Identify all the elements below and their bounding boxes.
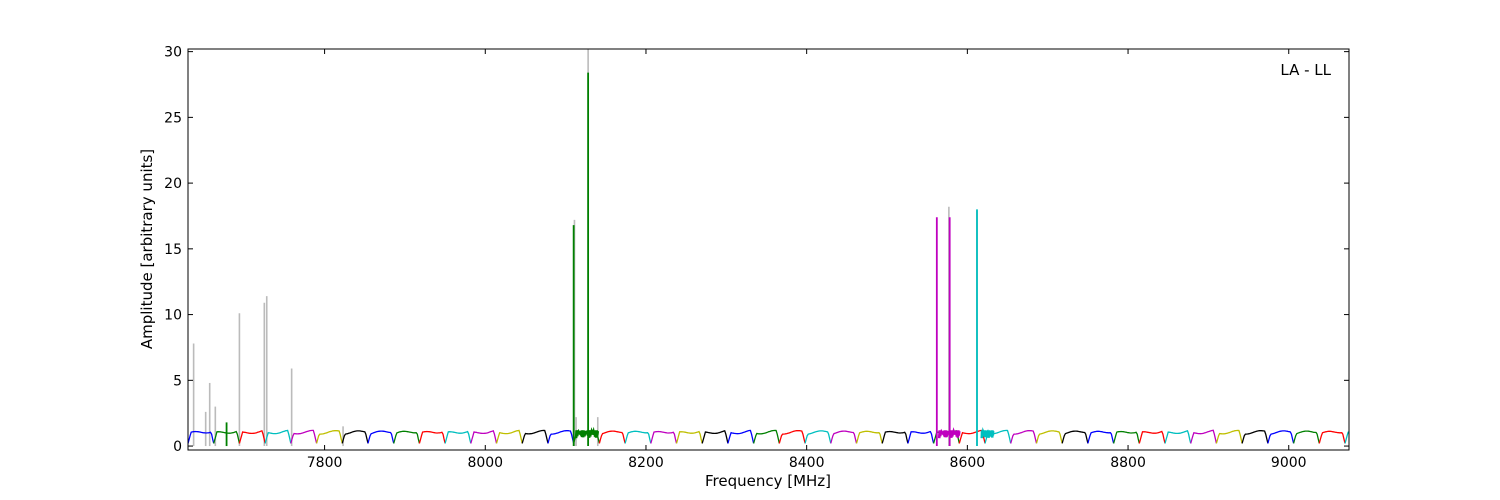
- channel-9: [393, 430, 421, 444]
- channel-23: [752, 429, 780, 444]
- channel-42: [1241, 430, 1269, 444]
- channel-5: [290, 429, 318, 444]
- y-tick-label: 5: [173, 373, 182, 389]
- y-tick-label: 15: [164, 242, 182, 258]
- x-tick-label: 7800: [307, 455, 343, 471]
- channel-7: [341, 430, 369, 444]
- channel-28: [881, 430, 909, 444]
- channel-39: [1164, 430, 1192, 444]
- y-tick-label: 20: [164, 176, 182, 192]
- x-tick-label: 9000: [1271, 455, 1307, 471]
- x-tick-label: 8800: [1110, 455, 1146, 471]
- channel-33: [1010, 430, 1038, 444]
- channel-20: [675, 430, 703, 444]
- x-axis-label: Frequency [MHz]: [705, 472, 831, 490]
- channel-11: [444, 430, 472, 444]
- y-tick-label: 0: [173, 439, 182, 455]
- channel-45: [1318, 430, 1346, 444]
- spike-cluster: [980, 426, 995, 439]
- y-tick-label: 25: [164, 110, 182, 126]
- channel-10: [418, 430, 446, 444]
- plot-data: [188, 49, 1349, 447]
- channel-12: [470, 429, 498, 444]
- channel-17: [598, 430, 626, 444]
- channel-6: [315, 429, 343, 444]
- channel-18: [624, 430, 652, 444]
- channel-21: [701, 430, 729, 444]
- channel-41: [1215, 429, 1243, 444]
- channel-36: [1087, 430, 1115, 444]
- channel-31: [958, 429, 986, 444]
- channel-40: [1190, 429, 1218, 444]
- x-tick-label: 8000: [467, 455, 503, 471]
- channel-15: [547, 430, 575, 444]
- channel-1: [188, 430, 215, 444]
- channel-25: [804, 430, 832, 444]
- channel-8: [367, 430, 395, 444]
- channel-34: [1035, 430, 1063, 444]
- y-axis-label: Amplitude [arbitrary units]: [138, 149, 156, 349]
- channel-4: [264, 429, 292, 444]
- channel-43: [1267, 430, 1295, 444]
- baseline-annotation: LA - LL: [1280, 61, 1331, 79]
- channel-44: [1292, 430, 1320, 444]
- y-tick-label: 30: [164, 45, 182, 61]
- x-tick-label: 8200: [628, 455, 664, 471]
- channel-14: [521, 429, 549, 444]
- channel-19: [650, 430, 678, 444]
- x-tick-label: 8400: [789, 455, 825, 471]
- channel-29: [907, 430, 935, 444]
- spike-cluster: [574, 426, 600, 439]
- channel-38: [1138, 430, 1166, 444]
- plot-frame: [187, 48, 1350, 451]
- channel-13: [495, 429, 523, 444]
- channel-35: [1061, 430, 1089, 444]
- channel-26: [830, 430, 858, 444]
- channel-22: [727, 429, 755, 444]
- channel-27: [855, 430, 883, 444]
- y-tick-label: 10: [164, 308, 182, 324]
- ticks-and-labels: 7800 8000 8200 8400 8600 8800 9000 0 5 10 15 20 25 30: [164, 45, 1349, 471]
- channel-37: [1112, 430, 1140, 444]
- channel-24: [778, 430, 806, 444]
- channel-3: [238, 429, 266, 444]
- x-tick-label: 8600: [950, 455, 986, 471]
